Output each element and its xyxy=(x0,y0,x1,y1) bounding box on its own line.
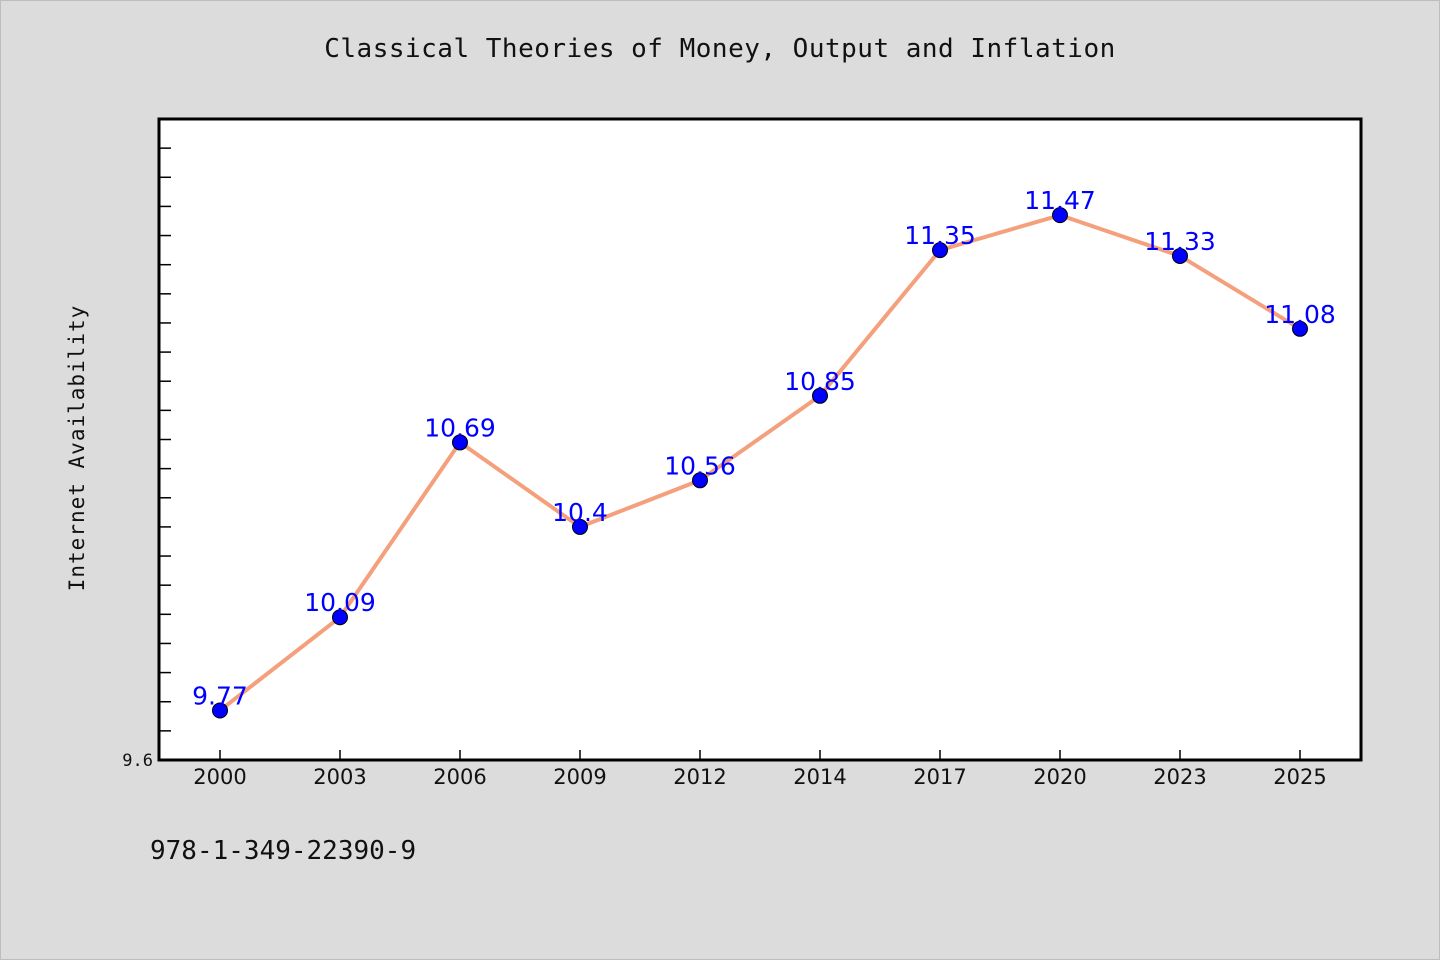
x-tick-label: 2000 xyxy=(193,765,246,789)
data-label: 10.09 xyxy=(304,588,376,617)
footer-id: 978-1-349-22390-9 xyxy=(150,836,417,866)
data-point xyxy=(812,387,828,404)
data-point xyxy=(1052,207,1068,224)
data-label: 9.77 xyxy=(192,681,248,710)
data-point xyxy=(212,702,228,719)
data-point xyxy=(1292,320,1308,337)
x-tick-label: 2020 xyxy=(1033,765,1086,789)
y-tick-label: 9.6 xyxy=(122,751,153,771)
data-point xyxy=(452,434,468,451)
x-tick-label: 2006 xyxy=(433,765,486,789)
data-point xyxy=(332,609,348,626)
data-label: 11.47 xyxy=(1024,186,1096,215)
data-point xyxy=(572,518,588,535)
x-tick-label: 2014 xyxy=(793,765,846,789)
data-label: 11.33 xyxy=(1144,227,1216,256)
data-label: 10.56 xyxy=(664,451,736,480)
data-label: 10.85 xyxy=(784,367,856,396)
x-tick-label: 2009 xyxy=(553,765,606,789)
data-point xyxy=(1172,247,1188,264)
x-tick-label: 2003 xyxy=(313,765,366,789)
x-tick-label: 2025 xyxy=(1273,765,1326,789)
data-label: 10.69 xyxy=(424,413,496,442)
series-line xyxy=(218,213,1302,713)
data-label: 11.35 xyxy=(904,221,976,250)
data-label: 10.4 xyxy=(552,498,608,527)
data-point xyxy=(692,472,708,489)
chart-title: Classical Theories of Money, Output and … xyxy=(324,34,1116,64)
data-point xyxy=(932,242,948,259)
x-tick-label: 2017 xyxy=(913,765,966,789)
x-tick-label: 2023 xyxy=(1153,765,1206,789)
x-tick-label: 2012 xyxy=(673,765,726,789)
data-label: 11.08 xyxy=(1264,300,1336,329)
